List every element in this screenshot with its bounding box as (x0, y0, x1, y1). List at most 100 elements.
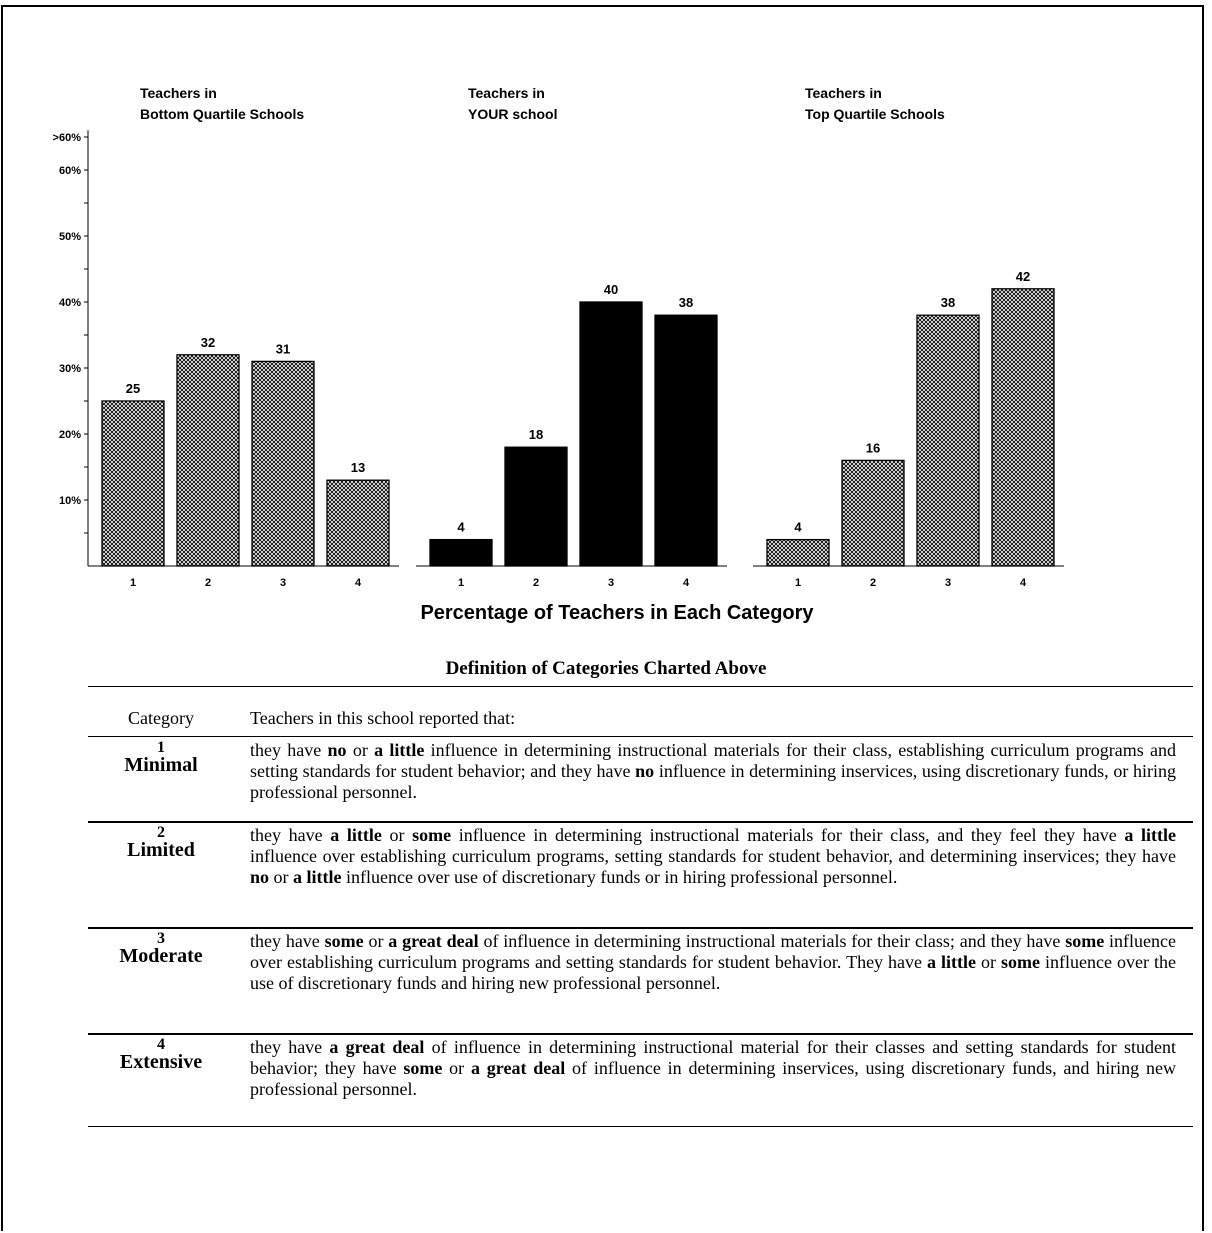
bar (251, 360, 315, 567)
bar-value-label: 13 (351, 460, 365, 475)
description-text: influence in determining instructional m… (250, 740, 1177, 781)
y-tick-label: 30% (59, 363, 81, 375)
description-text: or (269, 867, 294, 887)
bar (326, 479, 390, 567)
emphasis-text: some (1001, 952, 1041, 972)
description-text: influence over the use of discretionary … (250, 952, 1176, 993)
emphasis-text: a little (330, 825, 382, 845)
emphasis-text: a little (927, 952, 977, 972)
description-text: they have (250, 740, 328, 760)
category-name: Minimal (124, 754, 198, 776)
category-description: they have no or a little influence in de… (250, 740, 1176, 824)
bar-value-label: 16 (866, 440, 880, 455)
emphasis-text: a great deal (470, 1058, 566, 1078)
description-text: or (976, 952, 1002, 972)
group-title-line1: Teachers in (468, 85, 545, 101)
emphasis-text: some (403, 1058, 443, 1078)
table-bottom-rule (88, 1126, 1193, 1127)
emphasis-text: some (324, 931, 364, 951)
bar (991, 288, 1055, 567)
x-tick-label: 3 (945, 577, 951, 589)
group-title-line2: Top Quartile Schools (805, 106, 945, 122)
bar (654, 314, 718, 567)
category-number: 3 (157, 930, 165, 947)
x-tick-label: 2 (870, 577, 876, 589)
emphasis-text: some (1065, 931, 1105, 951)
x-tick-label: 3 (608, 577, 614, 589)
description-text: influence over establishing curriculum p… (250, 931, 1177, 972)
x-tick-label: 3 (280, 577, 286, 589)
description-text: or (381, 825, 413, 845)
bar (841, 459, 905, 567)
x-tick-label: 4 (1020, 577, 1027, 589)
x-tick-label: 1 (130, 577, 136, 589)
category-description: they have some or a great deal of influe… (250, 931, 1176, 1036)
category-cell: 1 Minimal (88, 739, 234, 777)
y-tick-label: 50% (59, 231, 81, 243)
bar (101, 400, 165, 567)
bar (766, 538, 830, 567)
y-tick-label: 40% (59, 297, 81, 309)
group-title-line1: Teachers in (140, 85, 217, 101)
category-number: 1 (157, 739, 165, 756)
x-tick-label: 2 (205, 577, 211, 589)
x-tick-label: 4 (355, 577, 362, 589)
bar-value-label: 4 (794, 520, 802, 535)
group-title-line2: YOUR school (468, 106, 557, 122)
category-description: they have a great deal of influence in d… (250, 1037, 1176, 1121)
x-tick-label: 1 (458, 577, 464, 589)
category-number: 4 (157, 1036, 165, 1053)
bar (504, 446, 568, 567)
bar-value-label: 18 (529, 427, 543, 442)
description-text: influence in determining inservices, usi… (250, 761, 1176, 802)
bar (429, 538, 493, 567)
category-number: 2 (157, 824, 165, 841)
bar-value-label: 4 (457, 520, 465, 535)
category-name: Extensive (119, 1051, 203, 1073)
x-tick-label: 2 (533, 577, 539, 589)
y-tick-label: >60% (53, 132, 82, 144)
category-cell: 4 Extensive (88, 1036, 234, 1074)
emphasis-text: no (635, 761, 655, 781)
row-rule (88, 736, 1193, 737)
page-frame (1, 5, 1204, 1231)
emphasis-text: a little (293, 867, 342, 887)
category-cell: 3 Moderate (88, 930, 234, 968)
description-text: of influence in determining instructiona… (250, 1037, 1176, 1078)
x-tick-label: 1 (795, 577, 801, 589)
emphasis-text: no (250, 867, 270, 887)
bar-value-label: 25 (126, 381, 140, 396)
y-tick-label: 60% (59, 165, 81, 177)
row-rule (88, 1033, 1193, 1035)
bar-value-label: 38 (941, 295, 955, 310)
header-description: Teachers in this school reported that: (250, 708, 516, 728)
bar-chart: 10% 20% 30% 40% 50% 60% >60% Teachers in Bottom … (53, 85, 1064, 624)
header-category: Category (128, 708, 194, 728)
bar-value-label: 38 (679, 295, 693, 310)
description-text: they have (250, 1037, 330, 1057)
bar-value-label: 42 (1016, 269, 1030, 284)
description-text: of influence in determining inservices, … (250, 1058, 1176, 1099)
category-name: Moderate (119, 945, 203, 967)
bar-value-label: 40 (604, 282, 618, 297)
y-tick-label: 10% (59, 495, 81, 507)
description-text: of influence in determining instructiona… (478, 931, 1066, 951)
x-axis-title: Percentage of Teachers in Each Category (420, 602, 814, 624)
description-text: influence in determining instructional m… (451, 825, 1125, 845)
row-rule (88, 821, 1193, 823)
emphasis-text: a great deal (329, 1037, 425, 1057)
description-text: they have (250, 825, 331, 845)
definitions-title: Definition of Categories Charted Above (445, 658, 767, 679)
category-name: Limited (127, 839, 195, 861)
group-title-line1: Teachers in (805, 85, 882, 101)
description-text: or (363, 931, 389, 951)
category-description: they have a little or some influence in … (250, 825, 1176, 930)
emphasis-text: some (412, 825, 452, 845)
bar-value-label: 31 (276, 341, 290, 356)
bar-value-label: 32 (201, 335, 215, 350)
bar (176, 354, 240, 567)
table-top-rule (88, 686, 1193, 687)
emphasis-text: no (327, 740, 347, 760)
description-text: or (346, 740, 375, 760)
row-rule (88, 927, 1193, 929)
